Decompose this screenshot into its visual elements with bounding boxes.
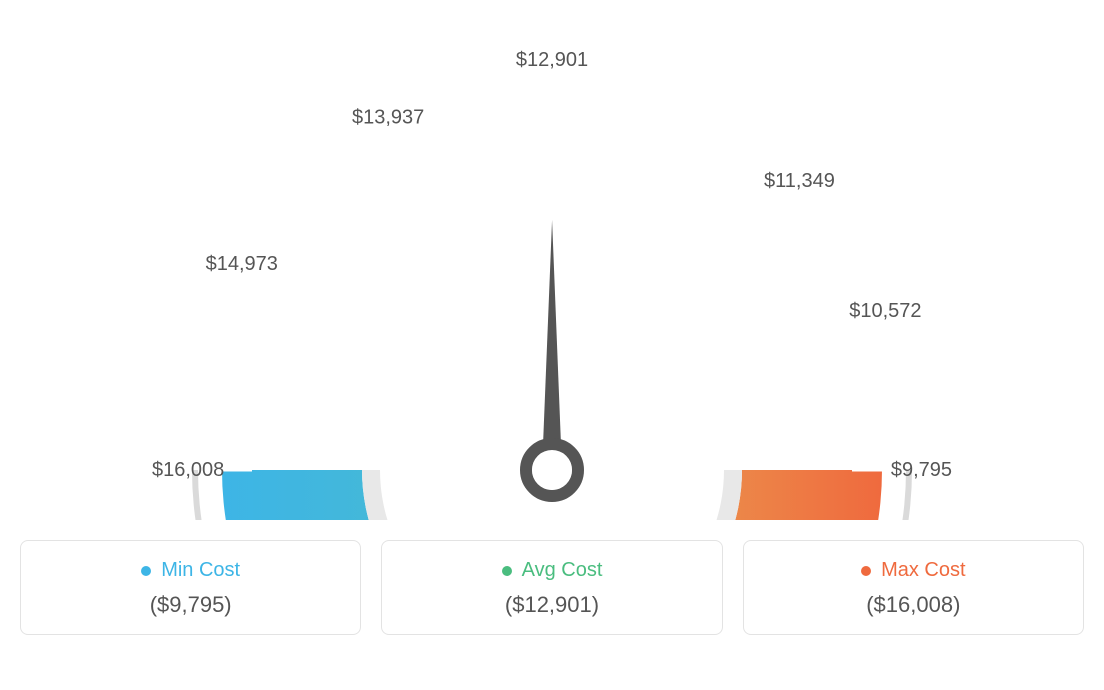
legend-row: Min Cost ($9,795) Avg Cost ($12,901) Max…: [20, 540, 1084, 635]
legend-card-max: Max Cost ($16,008): [743, 540, 1084, 635]
legend-max-label: Max Cost: [881, 559, 965, 582]
svg-text:$14,973: $14,973: [206, 253, 278, 275]
svg-text:$16,008: $16,008: [152, 459, 224, 481]
svg-text:$9,795: $9,795: [891, 459, 952, 481]
legend-avg-value: ($12,901): [392, 592, 711, 618]
legend-max-value: ($16,008): [754, 592, 1073, 618]
legend-avg-label: Avg Cost: [522, 559, 603, 582]
legend-min-label: Min Cost: [161, 559, 240, 582]
legend-min-value: ($9,795): [31, 592, 350, 618]
legend-card-avg: Avg Cost ($12,901): [381, 540, 722, 635]
svg-text:$11,349: $11,349: [764, 170, 835, 192]
dot-avg: [502, 566, 512, 576]
svg-text:$10,572: $10,572: [849, 300, 921, 322]
dot-min: [141, 566, 151, 576]
dot-max: [861, 566, 871, 576]
svg-text:$13,937: $13,937: [352, 107, 424, 129]
cost-gauge-container: $9,795 $10,572 $11,349 $12,901 $13,937 $14,97…: [20, 20, 1084, 635]
svg-text:$12,901: $12,901: [516, 49, 588, 71]
gauge-chart: $9,795 $10,572 $11,349 $12,901 $13,937 $14,97…: [20, 20, 1084, 520]
legend-card-min: Min Cost ($9,795): [20, 540, 361, 635]
